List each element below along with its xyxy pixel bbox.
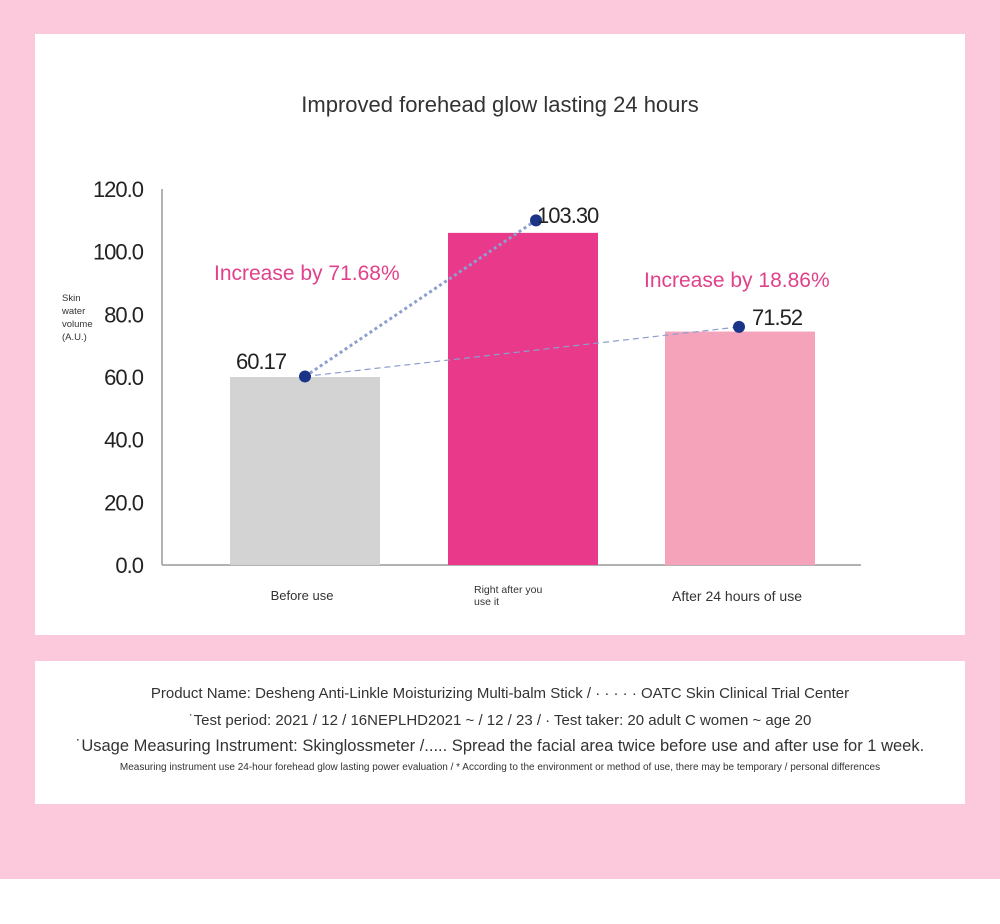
x-category-label: Before use (271, 588, 334, 603)
x-category-label: Right after you (474, 584, 542, 596)
increase-annotation: Increase by 18.86% (644, 269, 830, 292)
y-tick-label: 60.0 (104, 365, 144, 390)
chart-title: Improved forehead glow lasting 24 hours (301, 92, 698, 117)
increase-annotation: Increase by 71.68% (214, 262, 400, 285)
data-value-label: 60.17 (236, 349, 287, 374)
connector-line (304, 326, 740, 378)
y-axis-label: water (61, 306, 85, 317)
y-axis-label: (A.U.) (62, 332, 87, 343)
note-product-name: Product Name: Desheng Anti-Linkle Moistu… (150, 685, 850, 702)
data-point-marker (733, 320, 745, 333)
x-category-label: use it (474, 596, 499, 608)
data-point-marker (530, 214, 542, 227)
chart-card: Improved forehead glow lasting 24 hours 0… (35, 34, 965, 635)
note-disclaimer: Measuring instrument use 24-hour forehea… (119, 762, 881, 773)
y-tick-label: 0.0 (115, 553, 143, 578)
y-tick-label: 100.0 (93, 240, 144, 265)
bar (665, 331, 815, 565)
bar (448, 232, 598, 565)
note-instrument: ˙Usage Measuring Instrument: Skinglossme… (75, 737, 925, 755)
y-axis-label: volume (62, 319, 93, 330)
x-category-label: After 24 hours of use (672, 588, 802, 604)
y-tick-label: 40.0 (104, 428, 144, 453)
data-point-marker (299, 370, 311, 383)
connector-line (304, 219, 537, 378)
y-tick-label: 120.0 (93, 177, 144, 202)
data-value-label: 103.30 (537, 203, 599, 228)
notes-card: Product Name: Desheng Anti-Linkle Moistu… (35, 661, 965, 804)
note-test-period: ˙Test period: 2021 / 12 / 16NEPLHD2021 ~… (188, 712, 812, 729)
data-value-label: 71.52 (752, 305, 803, 330)
y-tick-label: 80.0 (104, 302, 144, 327)
bar-chart: Improved forehead glow lasting 24 hours 0… (61, 92, 861, 608)
y-axis-label: Skin (62, 293, 80, 304)
y-tick-label: 20.0 (104, 490, 144, 515)
bar (230, 377, 380, 565)
